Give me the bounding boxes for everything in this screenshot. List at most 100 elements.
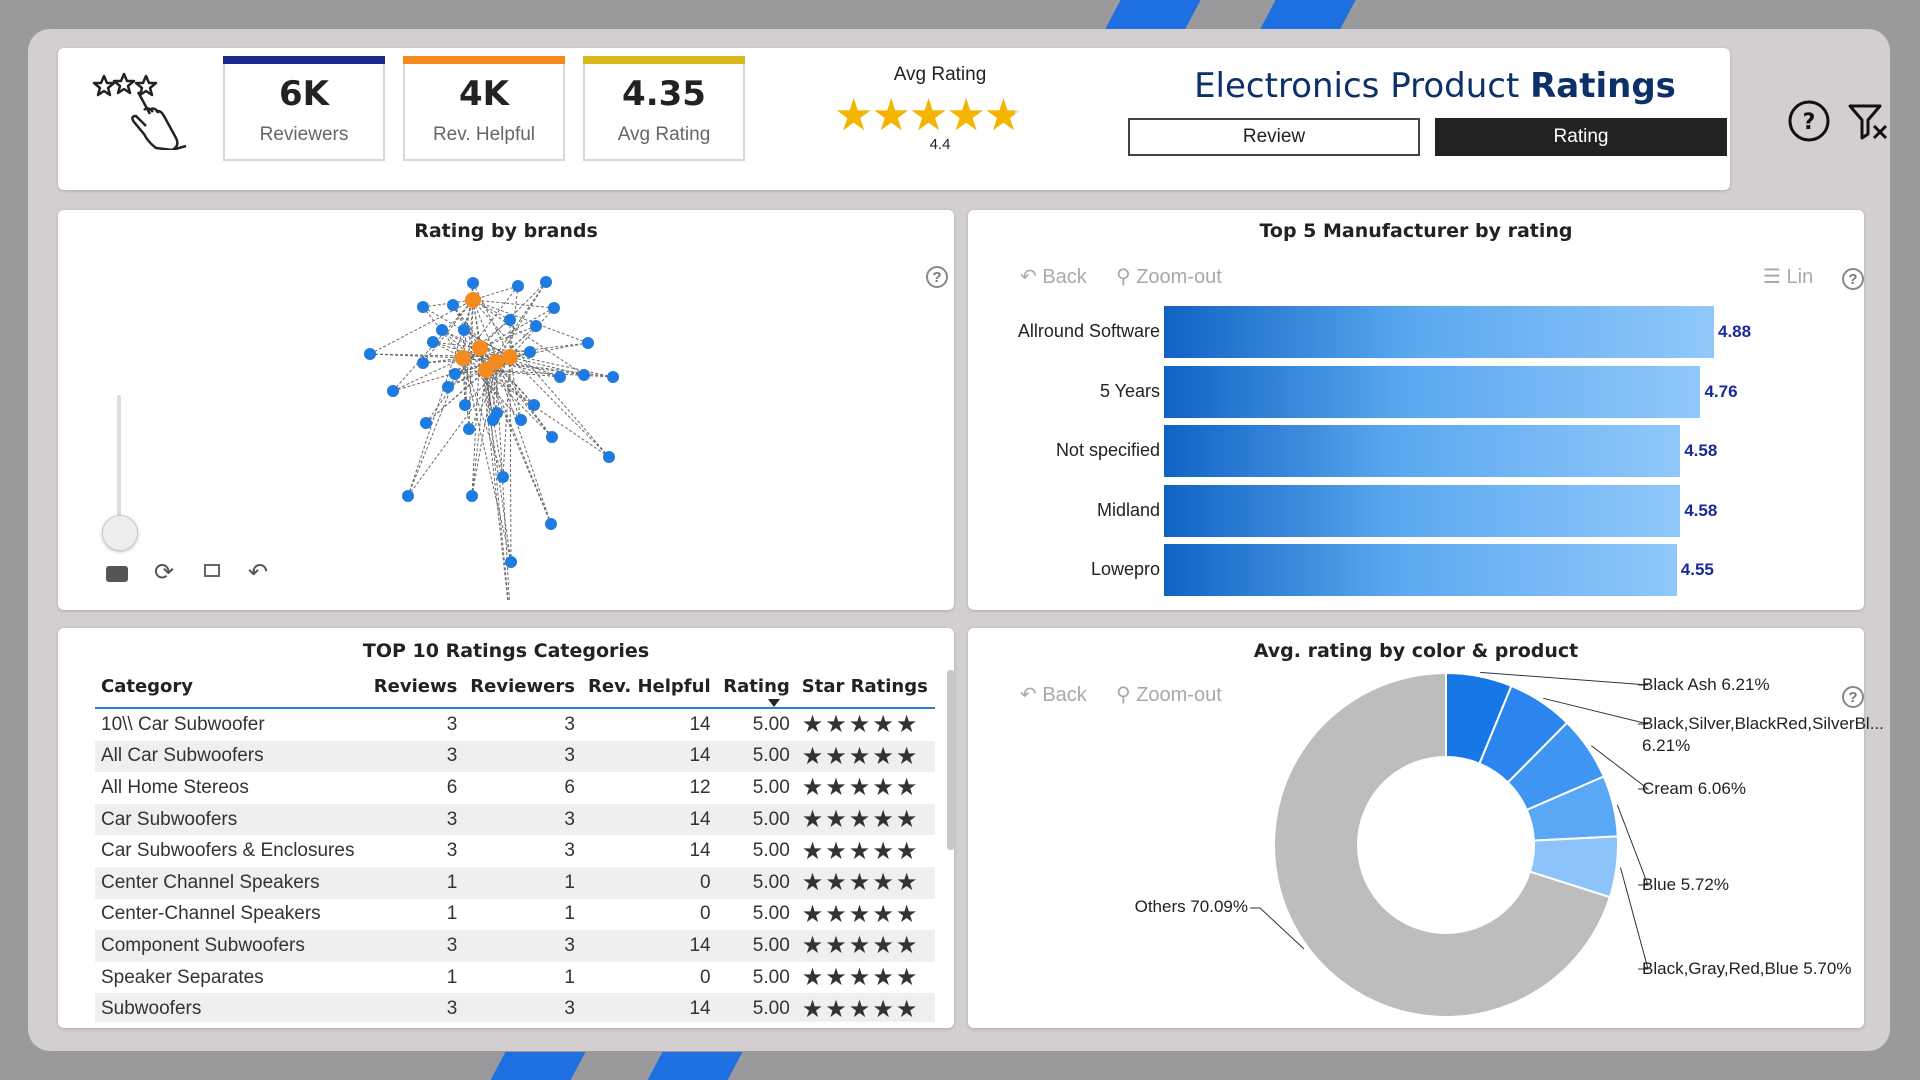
brand-node[interactable]: [436, 324, 448, 336]
bar[interactable]: [1164, 544, 1677, 596]
brand-node[interactable]: [458, 324, 470, 336]
magnifier-icon: ⚲: [1116, 684, 1131, 706]
panel-help-icon[interactable]: ?: [1842, 686, 1864, 708]
zoom-slider-track[interactable]: [117, 395, 121, 525]
rating-button[interactable]: Rating: [1435, 118, 1727, 156]
brand-node[interactable]: [497, 471, 509, 483]
bar-value-label: 4.88: [1718, 322, 1752, 341]
table-cell: 3: [367, 740, 464, 773]
brand-node[interactable]: [554, 371, 566, 383]
brand-node[interactable]: [505, 556, 517, 568]
network-edge: [495, 361, 561, 378]
panel-help-icon[interactable]: ?: [1842, 268, 1864, 290]
brand-network-graph[interactable]: [358, 250, 778, 600]
brand-node[interactable]: [548, 302, 560, 314]
brand-node[interactable]: [607, 371, 619, 383]
slice-label: Black,Silver,BlackRed,SilverBl...: [1642, 714, 1884, 733]
bar[interactable]: [1164, 306, 1714, 358]
color-donut-chart[interactable]: Black Ash 6.21% Black,Silver,BlackRed,Sil…: [1100, 650, 1900, 1030]
brand-node[interactable]: [504, 314, 516, 326]
review-button[interactable]: Review: [1128, 118, 1420, 156]
undo-icon[interactable]: ↶: [248, 559, 269, 586]
refresh-icon[interactable]: ⟳: [154, 559, 175, 586]
leader-line: [1620, 867, 1649, 970]
table-row[interactable]: 10\\ Car Subwoofer 3 3 14 5.00 ★★★★★: [95, 708, 935, 741]
rating-hub-node[interactable]: [455, 350, 471, 366]
network-edge: [485, 369, 561, 378]
table-row[interactable]: Center Channel Speakers 1 1 0 5.00 ★★★★★: [95, 866, 935, 899]
brand-node[interactable]: [603, 451, 615, 463]
brand-node[interactable]: [467, 277, 479, 289]
brand-node[interactable]: [459, 399, 471, 411]
rating-hub-node[interactable]: [478, 362, 494, 378]
brand-node[interactable]: [545, 518, 557, 530]
table-row[interactable]: Subwoofers 3 3 14 5.00 ★★★★★: [95, 993, 935, 1022]
panel-help-icon[interactable]: ?: [926, 266, 948, 288]
brand-node[interactable]: [546, 431, 558, 443]
col-header-reviews[interactable]: Reviews: [367, 668, 464, 709]
table-row[interactable]: All Car Subwoofers 3 3 14 5.00 ★★★★★: [95, 740, 935, 773]
network-edge: [472, 299, 585, 376]
bar[interactable]: [1164, 484, 1681, 537]
back-button[interactable]: ↶ Back: [1020, 682, 1087, 707]
brand-node[interactable]: [364, 348, 376, 360]
clear-filter-icon[interactable]: [1846, 100, 1890, 144]
bar[interactable]: [1164, 365, 1701, 418]
table-cell: 5.00: [752, 903, 790, 925]
table-cell: All Home Stereos: [101, 776, 249, 798]
brand-node[interactable]: [427, 336, 439, 348]
table-row[interactable]: All Home Stereos 6 6 12 5.00 ★★★★★: [95, 772, 935, 804]
table-cell: 12: [689, 776, 711, 798]
brand-node[interactable]: [387, 385, 399, 397]
help-icon[interactable]: ?: [1786, 98, 1832, 144]
brand-node[interactable]: [530, 320, 542, 332]
col-header-star-ratings[interactable]: Star Ratings: [795, 668, 935, 709]
brand-node[interactable]: [578, 369, 590, 381]
brand-node[interactable]: [582, 337, 594, 349]
back-arrow-icon: ↶: [1020, 684, 1037, 706]
table-row[interactable]: Component Subwoofers 3 3 14 5.00 ★★★★★: [95, 930, 935, 962]
table-scrollbar[interactable]: [947, 670, 954, 850]
table-row[interactable]: Speaker Separates 1 1 0 5.00 ★★★★★: [95, 962, 935, 994]
brand-node[interactable]: [420, 417, 432, 429]
zoom-out-button[interactable]: ⚲ Zoom-out: [1116, 264, 1222, 289]
brand-node[interactable]: [463, 423, 475, 435]
unlock-icon[interactable]: [204, 564, 220, 577]
rating-hub-node[interactable]: [502, 349, 518, 365]
col-header-reviewers[interactable]: Reviewers: [463, 668, 581, 709]
brand-node[interactable]: [491, 407, 503, 419]
col-header-rev-helpful[interactable]: Rev. Helpful: [580, 668, 717, 709]
rating-hub-node[interactable]: [465, 292, 481, 308]
table-cell: 14: [580, 930, 717, 962]
bar[interactable]: [1164, 425, 1681, 477]
decor-stripe: [647, 1052, 743, 1080]
brand-node[interactable]: [447, 299, 459, 311]
zoom-out-button[interactable]: ⚲ Zoom-out: [1116, 682, 1222, 707]
lin-toggle[interactable]: ☰ Lin: [1763, 264, 1813, 289]
donut-slice[interactable]: [1273, 671, 1612, 1018]
col-header-category[interactable]: Category: [95, 668, 367, 709]
brand-node[interactable]: [524, 346, 536, 358]
table-row[interactable]: Center-Channel Speakers 1 1 0 5.00 ★★★★★: [95, 899, 935, 931]
brand-node[interactable]: [528, 399, 540, 411]
brand-node[interactable]: [540, 276, 552, 288]
camera-icon[interactable]: [106, 566, 128, 582]
col-header-rating[interactable]: Rating: [716, 668, 796, 709]
rating-hub-node[interactable]: [472, 340, 488, 356]
network-edge: [422, 357, 464, 364]
table-cell: 3: [367, 993, 464, 1022]
brand-node[interactable]: [449, 368, 461, 380]
star-rating-cell: ★★★★★: [795, 866, 935, 899]
brand-node[interactable]: [466, 490, 478, 502]
brand-node[interactable]: [442, 381, 454, 393]
table-row[interactable]: Car Subwoofers 3 3 14 5.00 ★★★★★: [95, 803, 935, 836]
back-button[interactable]: ↶ Back: [1020, 264, 1087, 289]
table-row[interactable]: Car Subwoofers & Enclosures 3 3 14 5.00 ★★★★★: [95, 835, 935, 867]
brand-node[interactable]: [417, 301, 429, 313]
brand-node[interactable]: [402, 490, 414, 502]
table-cell: 3: [446, 713, 458, 735]
brand-node[interactable]: [417, 357, 429, 369]
brand-node[interactable]: [512, 280, 524, 292]
brand-node[interactable]: [515, 414, 527, 426]
zoom-slider-handle[interactable]: [102, 515, 138, 551]
